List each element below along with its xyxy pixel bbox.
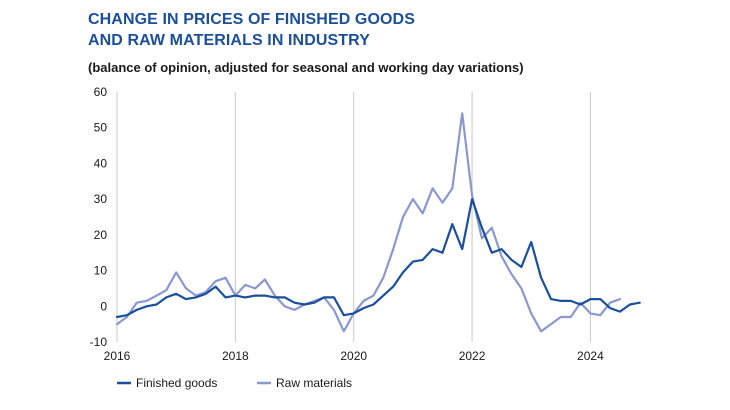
chart-subtitle: (balance of opinion, adjusted for season… [88,60,524,75]
x-tick-label: 2016 [104,349,131,363]
series-line-finished-goods [115,198,641,319]
grid-lines [116,92,591,342]
y-axis-ticks: -10 0 10 20 30 40 50 60 [90,85,108,349]
y-tick-label: 10 [94,264,108,278]
y-tick-label: 20 [94,228,108,242]
chart-title: CHANGE IN PRICES OF FINISHED GOODS AND R… [88,9,415,51]
x-axis-ticks: 2016 2018 2020 2022 2024 [104,349,604,363]
series-lines [115,112,641,333]
x-tick-label: 2024 [577,349,604,363]
chart-title-line-1: CHANGE IN PRICES OF FINISHED GOODS [88,11,415,28]
y-tick-label: 40 [94,156,108,170]
x-tick-label: 2020 [340,349,367,363]
legend-label: Raw materials [276,376,352,390]
series-line-raw-materials [115,112,622,333]
chart-title-line-2: AND RAW MATERIALS IN INDUSTRY [88,32,371,49]
y-tick-label: 0 [100,299,107,313]
y-tick-label: 30 [94,192,108,206]
x-tick-label: 2018 [222,349,249,363]
y-tick-label: -10 [90,335,108,349]
y-tick-label: 60 [94,85,108,99]
legend: Finished goods Raw materials [117,376,352,390]
y-tick-label: 50 [94,121,108,135]
legend-label: Finished goods [136,376,217,390]
x-tick-label: 2022 [459,349,486,363]
